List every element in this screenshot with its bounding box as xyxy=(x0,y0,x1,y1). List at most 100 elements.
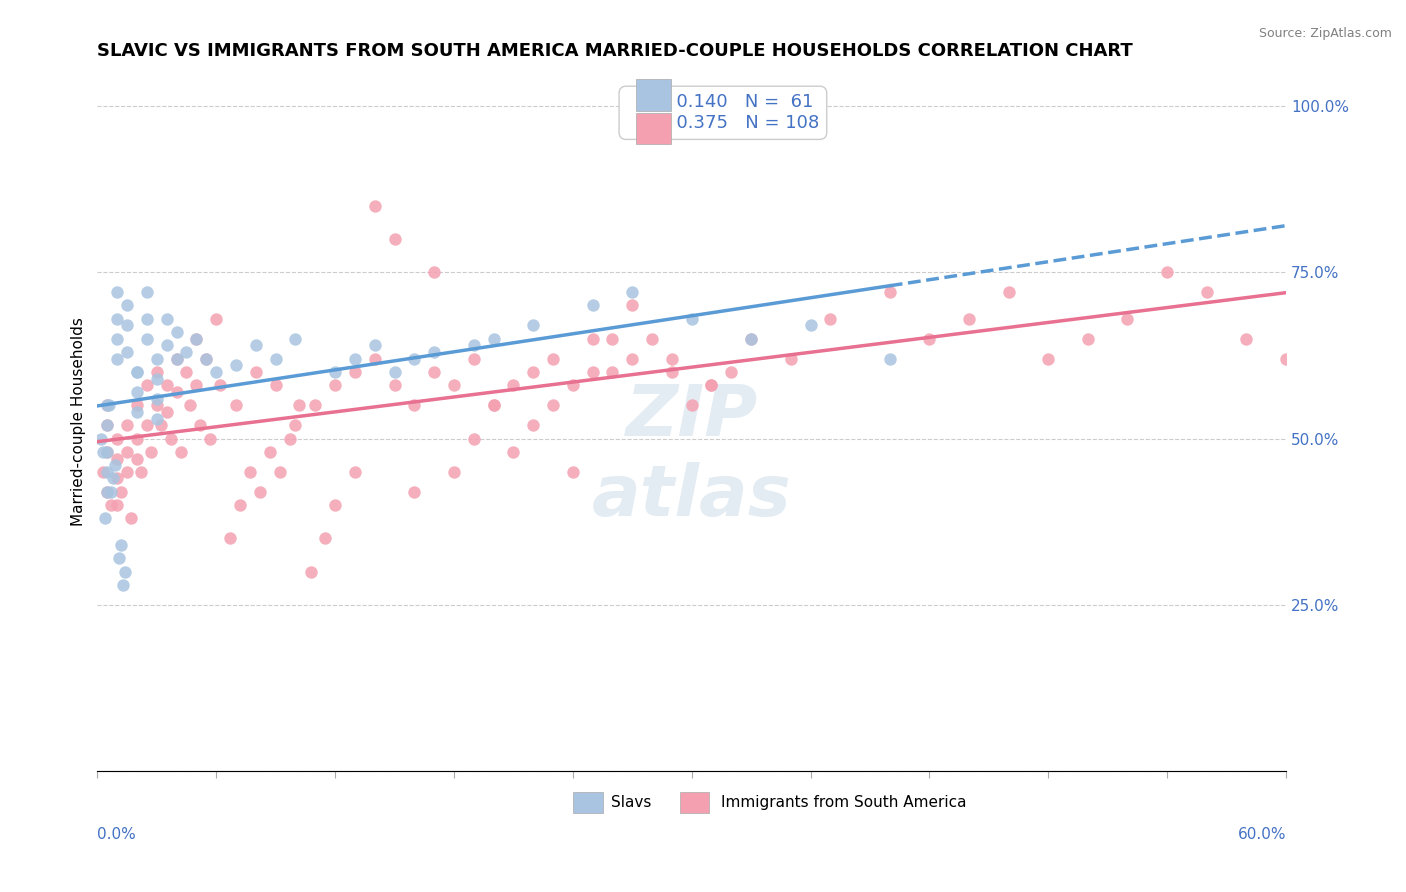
Point xyxy=(740,332,762,346)
Point xyxy=(363,198,385,212)
Point xyxy=(169,445,191,459)
Point xyxy=(156,338,179,352)
Point xyxy=(799,318,821,333)
Point xyxy=(179,398,201,412)
Point xyxy=(284,418,307,433)
Point xyxy=(195,351,218,366)
Point xyxy=(1275,351,1298,366)
Point xyxy=(314,532,336,546)
Point xyxy=(96,445,118,459)
Point xyxy=(96,398,118,412)
Point xyxy=(264,378,287,392)
Y-axis label: Married-couple Households: Married-couple Households xyxy=(72,318,86,526)
Point xyxy=(186,378,208,392)
Point xyxy=(879,285,901,299)
Point xyxy=(343,465,366,479)
Point xyxy=(146,351,169,366)
Point xyxy=(522,365,544,379)
Point xyxy=(98,398,121,412)
Point xyxy=(96,398,118,412)
Point xyxy=(1156,265,1178,279)
Point xyxy=(561,465,583,479)
Point xyxy=(156,311,179,326)
Point xyxy=(105,471,128,485)
Point xyxy=(115,345,138,359)
Point xyxy=(176,365,198,379)
FancyBboxPatch shape xyxy=(636,79,672,111)
Point xyxy=(343,365,366,379)
Text: Slavs: Slavs xyxy=(610,796,651,810)
Point xyxy=(463,351,485,366)
Point xyxy=(249,484,271,499)
Point xyxy=(225,359,247,373)
Point xyxy=(209,378,232,392)
Point xyxy=(602,332,624,346)
Point xyxy=(1038,351,1060,366)
Point xyxy=(186,332,208,346)
Point xyxy=(156,378,179,392)
Text: Immigrants from South America: Immigrants from South America xyxy=(721,796,967,810)
Point xyxy=(166,351,188,366)
Point xyxy=(125,405,148,419)
Point xyxy=(146,365,169,379)
Point xyxy=(104,458,127,472)
Point xyxy=(363,338,385,352)
Point xyxy=(146,411,169,425)
Point xyxy=(245,365,267,379)
Point xyxy=(166,351,188,366)
Point xyxy=(264,351,287,366)
Point xyxy=(108,551,131,566)
Text: ZIP
atlas: ZIP atlas xyxy=(592,383,792,532)
Point xyxy=(343,351,366,366)
Point xyxy=(384,232,406,246)
Point xyxy=(661,351,683,366)
Point xyxy=(115,318,138,333)
Point xyxy=(522,418,544,433)
Point xyxy=(404,398,426,412)
Point xyxy=(423,265,446,279)
Point xyxy=(423,365,446,379)
Point xyxy=(463,432,485,446)
Point xyxy=(363,351,385,366)
Point xyxy=(105,451,128,466)
Point xyxy=(502,445,524,459)
Point xyxy=(115,465,138,479)
Point xyxy=(114,565,136,579)
Point xyxy=(156,405,179,419)
Point xyxy=(135,418,157,433)
Point xyxy=(125,365,148,379)
Point xyxy=(284,332,307,346)
Point xyxy=(1234,332,1257,346)
Point xyxy=(135,311,157,326)
Point xyxy=(740,332,762,346)
Point xyxy=(110,538,132,552)
Point xyxy=(135,285,157,299)
FancyBboxPatch shape xyxy=(679,792,710,814)
Point xyxy=(125,451,148,466)
Point xyxy=(105,351,128,366)
Point xyxy=(146,392,169,406)
Point xyxy=(176,345,198,359)
Point xyxy=(205,365,228,379)
Point xyxy=(96,418,118,433)
Point xyxy=(105,311,128,326)
Point xyxy=(105,285,128,299)
Point xyxy=(91,465,114,479)
Point xyxy=(720,365,742,379)
Point xyxy=(139,445,162,459)
Point xyxy=(323,378,346,392)
Point xyxy=(96,418,118,433)
Point xyxy=(443,378,465,392)
Text: 0.0%: 0.0% xyxy=(97,827,136,842)
Point xyxy=(700,378,723,392)
Point xyxy=(522,318,544,333)
Point xyxy=(219,532,242,546)
Point xyxy=(1077,332,1099,346)
Point xyxy=(100,484,122,499)
Point xyxy=(1116,311,1139,326)
Point xyxy=(96,445,118,459)
Point xyxy=(299,565,322,579)
Point xyxy=(404,351,426,366)
Point xyxy=(259,445,281,459)
Point xyxy=(561,378,583,392)
